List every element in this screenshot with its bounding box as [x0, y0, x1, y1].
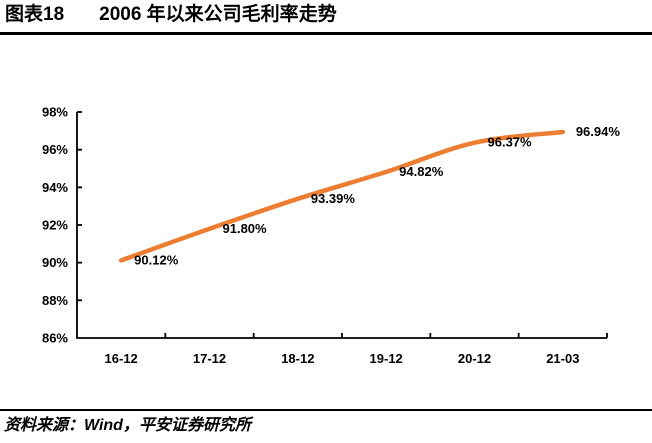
y-tick-label: 92% — [42, 218, 68, 233]
data-label: 96.94% — [576, 124, 621, 139]
y-tick-label: 96% — [42, 142, 68, 157]
figure-number: 图表18 — [5, 4, 65, 25]
x-tick-label: 16-12 — [105, 351, 138, 366]
data-label: 91.80% — [223, 221, 268, 236]
y-tick-label: 98% — [42, 105, 68, 120]
x-tick-label: 19-12 — [370, 351, 403, 366]
figure-title: 图表18 2006 年以来公司毛利率走势 — [5, 2, 337, 28]
x-tick-label: 20-12 — [458, 351, 491, 366]
x-tick-label: 21-03 — [546, 351, 579, 366]
title-divider — [0, 32, 652, 35]
data-label: 90.12% — [134, 252, 179, 267]
figure-title-text: 2006 年以来公司毛利率走势 — [99, 4, 337, 25]
x-tick-label: 17-12 — [193, 351, 226, 366]
y-tick-label: 86% — [42, 331, 68, 346]
y-tick-label: 90% — [42, 255, 68, 270]
data-label: 96.37% — [488, 135, 533, 150]
trend-line — [118, 129, 566, 263]
footer-divider — [0, 409, 652, 411]
y-tick-label: 88% — [42, 293, 68, 308]
x-tick-label: 18-12 — [281, 351, 314, 366]
data-label: 94.82% — [399, 164, 444, 179]
data-label: 93.39% — [311, 191, 356, 206]
source-note: 资料来源：Wind，平安证券研究所 — [4, 417, 251, 434]
y-tick-label: 94% — [42, 180, 68, 195]
